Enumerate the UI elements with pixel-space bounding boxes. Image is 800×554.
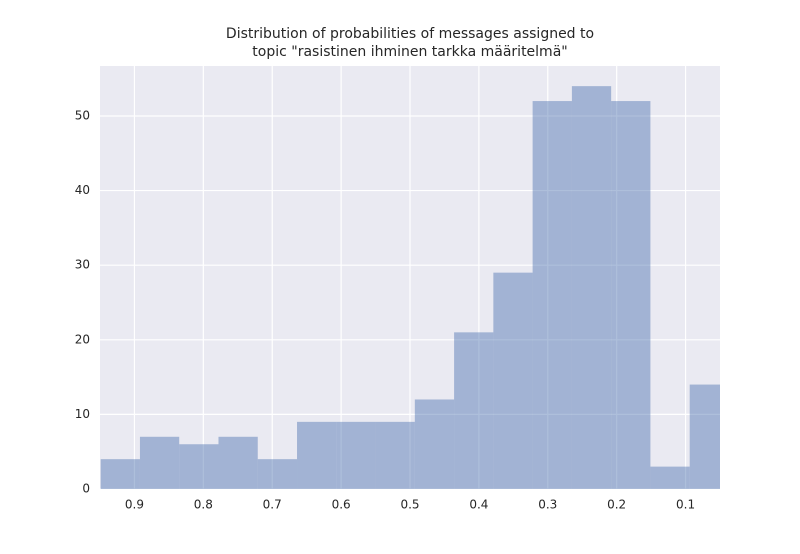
bar <box>611 101 651 489</box>
bar <box>139 436 180 489</box>
y-tick-label: 30 <box>75 258 90 272</box>
x-tick-label: 0.8 <box>194 498 213 512</box>
bar <box>650 466 690 489</box>
bar <box>218 436 258 489</box>
bar <box>297 421 337 489</box>
bar <box>532 101 572 489</box>
y-tick-label: 20 <box>75 332 90 346</box>
y-tick-label: 40 <box>75 183 90 197</box>
x-tick-label: 0.9 <box>125 498 144 512</box>
x-tick-label: 0.6 <box>332 498 351 512</box>
x-tick-label: 0.2 <box>607 498 626 512</box>
bar <box>571 86 612 489</box>
bar <box>414 399 455 489</box>
x-tick-label: 0.7 <box>263 498 282 512</box>
y-tick-label: 0 <box>82 482 90 496</box>
bar <box>257 459 298 489</box>
bar <box>100 459 140 489</box>
x-tick-label: 0.3 <box>538 498 557 512</box>
y-tick-label: 50 <box>75 108 90 122</box>
y-tick-label: 10 <box>75 407 90 421</box>
x-tick-label: 0.4 <box>469 498 488 512</box>
bar <box>454 332 494 489</box>
bar <box>336 421 376 489</box>
bar <box>689 384 720 489</box>
bar <box>179 444 219 489</box>
bar <box>493 272 533 489</box>
chart-title: Distribution of probabilities of message… <box>226 26 594 42</box>
chart-title: topic "rasistinen ihminen tarkka määrite… <box>252 44 567 60</box>
x-tick-label: 0.1 <box>676 498 695 512</box>
x-tick-label: 0.5 <box>400 498 419 512</box>
bars <box>100 86 720 489</box>
grid <box>100 66 720 490</box>
bar <box>375 421 415 489</box>
